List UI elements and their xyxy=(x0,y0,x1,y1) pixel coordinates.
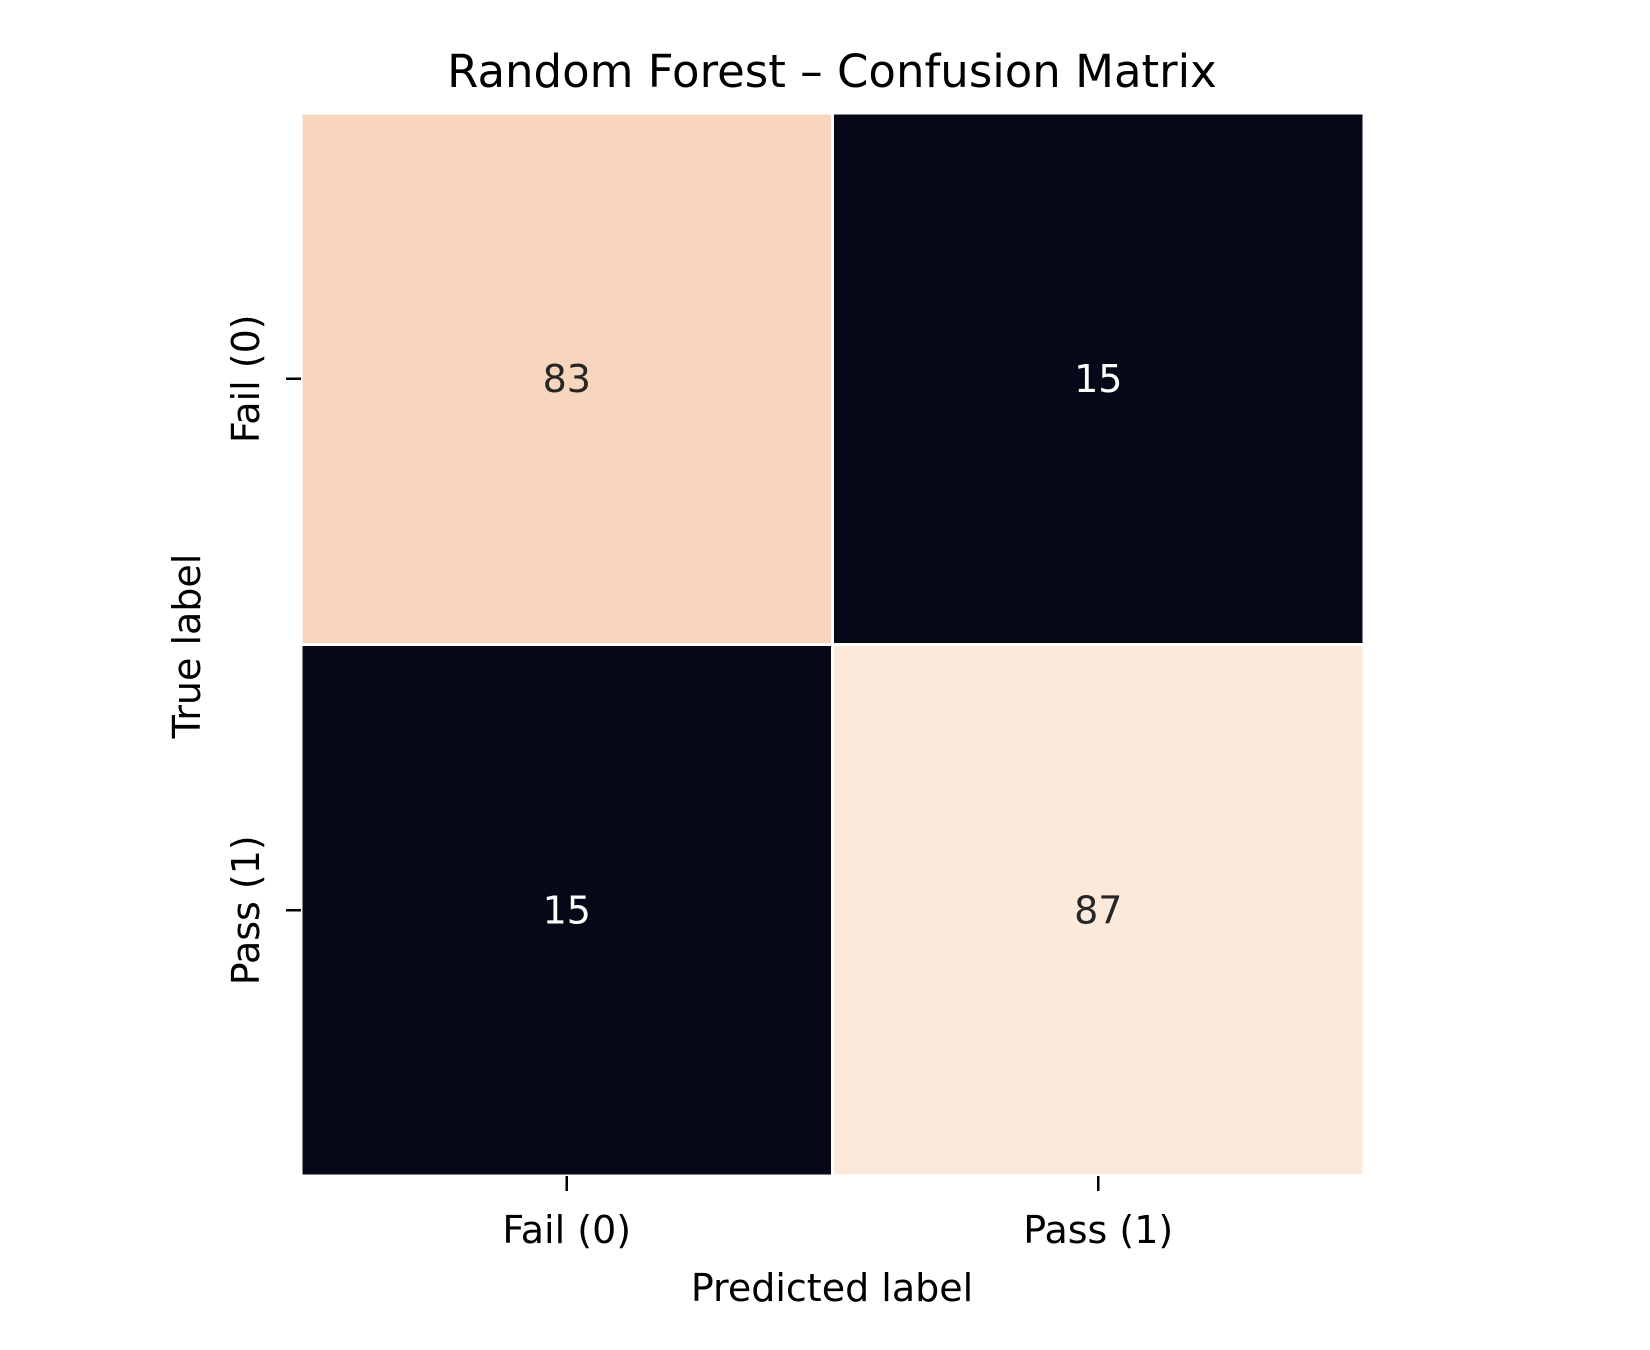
chart-title: Random Forest – Confusion Matrix xyxy=(447,45,1217,98)
x-axis-label: Predicted label xyxy=(691,1266,973,1310)
x-tick-label-1: Pass (1) xyxy=(1023,1208,1173,1252)
y-tick-label-1: Pass (1) xyxy=(224,835,268,985)
cell-value-label-0-0: 83 xyxy=(543,357,591,401)
cell-value-label-1-0: 15 xyxy=(543,888,591,932)
heatmap-cell-1-0 xyxy=(299,643,834,1178)
heatmap-cell-1-1 xyxy=(831,643,1366,1178)
heatmap-cell-0-0 xyxy=(299,111,834,646)
cell-value-label-1-1: 87 xyxy=(1074,888,1122,932)
y-tick-label-0: Fail (0) xyxy=(224,314,268,443)
x-tick-label-0: Fail (0) xyxy=(502,1208,631,1252)
heatmap-cells: 83 15 15 87 xyxy=(299,111,1366,1178)
heatmap-cell-0-1 xyxy=(831,111,1366,646)
y-axis-label: True label xyxy=(165,554,209,740)
cell-value-label-0-1: 15 xyxy=(1074,357,1122,401)
axis-ticks: Fail (0) Pass (1) Fail (0) Pass (1) xyxy=(224,314,1173,1252)
